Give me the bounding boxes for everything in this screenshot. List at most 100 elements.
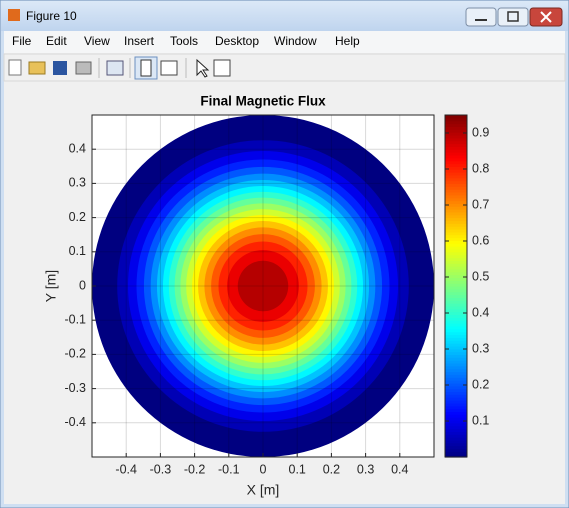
colorbar-segment	[445, 197, 467, 202]
axes-box	[91, 114, 435, 458]
colorbar-tick-label: 0.2	[472, 377, 489, 391]
y-tick-label: 0.3	[69, 176, 86, 190]
colorbar-segment	[445, 411, 467, 415]
toolbar	[3, 53, 566, 82]
colorbar-segment	[445, 154, 467, 159]
colorbar-segment	[445, 451, 467, 455]
colorbar-segment	[445, 246, 467, 250]
colorbar-segment	[445, 380, 467, 384]
property-icon[interactable]	[213, 59, 231, 77]
colorbar-segment	[445, 343, 467, 347]
colorbar-segment	[445, 214, 467, 219]
colorbar-segment	[445, 391, 467, 395]
colorbar-segment	[445, 217, 467, 222]
colorbar-segment	[445, 186, 467, 190]
y-tick-label: -0.1	[64, 312, 86, 326]
colorbar-box	[444, 114, 468, 458]
y-tick-label: -0.2	[64, 347, 86, 361]
menu-item[interactable]: Tools	[170, 34, 198, 48]
chart-title: Final Magnetic Flux	[200, 94, 326, 109]
colorbar-segment	[445, 266, 467, 270]
colorbar-segment	[445, 354, 467, 358]
colorbar-segment	[445, 226, 467, 230]
colorbar-segment	[445, 203, 467, 207]
colorbar-segment	[445, 325, 467, 330]
colorbar-segment	[445, 191, 467, 196]
colorbar-segment	[445, 317, 467, 321]
legend-icon[interactable]	[160, 60, 178, 76]
print-icon[interactable]	[75, 61, 92, 75]
colorbar-segment	[445, 194, 467, 199]
colorbar-segment	[445, 294, 467, 298]
pointer-icon[interactable]	[196, 58, 210, 78]
new-icon[interactable]	[8, 59, 22, 76]
colorbar-segment	[445, 405, 467, 410]
y-tick-label: 0.4	[69, 141, 86, 155]
colorbar-segment	[445, 160, 467, 165]
x-tick-label: -0.4	[115, 462, 137, 476]
y-tick-label: -0.3	[64, 381, 86, 395]
colorbar-segment	[445, 257, 467, 261]
y-tick-label: 0.2	[69, 210, 86, 224]
maximize-icon	[507, 11, 519, 22]
colorbar-tick-label: 0.9	[472, 125, 489, 139]
colorbar-segment	[445, 129, 467, 133]
colorbar-segment	[445, 368, 467, 373]
colorbar-segment	[445, 300, 467, 304]
colorbar-segment	[445, 157, 467, 162]
minimize-button[interactable]	[465, 7, 497, 27]
colorbar-segment	[445, 394, 467, 398]
colorbar-segment	[445, 454, 467, 458]
menu-item[interactable]: Desktop	[215, 34, 259, 48]
menu-item[interactable]: View	[84, 34, 110, 48]
menu-item[interactable]: File	[12, 34, 32, 48]
colorbar-segment	[445, 414, 467, 418]
link-icon[interactable]	[106, 60, 124, 76]
y-tick-label: 0.1	[69, 244, 86, 258]
x-tick-label: -0.2	[184, 462, 206, 476]
colorbar-segment	[445, 280, 467, 284]
contour-region	[237, 260, 289, 312]
colorbar-segment	[445, 291, 467, 296]
x-tick-label: -0.3	[150, 462, 172, 476]
colorbar-segment	[445, 337, 467, 341]
colorbar-segment	[445, 348, 467, 353]
colorbar-segment	[445, 340, 467, 344]
colorbar-icon	[140, 59, 152, 77]
menu-item[interactable]: Help	[335, 34, 360, 48]
colorbar-segment	[445, 115, 467, 119]
colorbar-segment	[445, 237, 467, 241]
maximize-button[interactable]	[497, 7, 529, 27]
colorbar-segment	[445, 240, 467, 244]
colorbar-segment	[445, 163, 467, 167]
colorbar-segment	[445, 220, 467, 224]
menu-item[interactable]: Edit	[46, 34, 67, 48]
colorbar-segment	[445, 169, 467, 173]
colorbar-tick-label: 0.7	[472, 197, 489, 211]
menu-item[interactable]: Window	[274, 34, 317, 48]
menu-item[interactable]: Insert	[124, 34, 155, 48]
colorbar-segment	[445, 132, 467, 136]
app-icon	[8, 9, 20, 21]
colorbar-segment	[445, 260, 467, 264]
colorbar-segment	[445, 126, 467, 130]
colorbar-segment	[445, 234, 467, 239]
colorbar-segment	[445, 149, 467, 153]
colorbar-segment	[445, 263, 467, 267]
colorbar-segment	[445, 297, 467, 301]
colorbar-segment	[445, 283, 467, 287]
colorbar-segment	[445, 166, 467, 170]
save-icon[interactable]	[53, 61, 67, 75]
colorbar-segment	[445, 140, 467, 145]
colorbar-segment	[445, 431, 467, 435]
colorbar-segment	[445, 402, 467, 407]
colorbar-segment	[445, 314, 467, 318]
colorbar-segment	[445, 200, 467, 204]
colorbar-segment	[445, 146, 467, 150]
colorbar-segment	[445, 231, 467, 236]
open-icon[interactable]	[28, 61, 46, 75]
colorbar-segment	[445, 365, 467, 370]
colorbar-tick-label: 0.5	[472, 269, 489, 283]
window-controls[interactable]	[465, 7, 563, 27]
colorbar-segment	[445, 351, 467, 355]
